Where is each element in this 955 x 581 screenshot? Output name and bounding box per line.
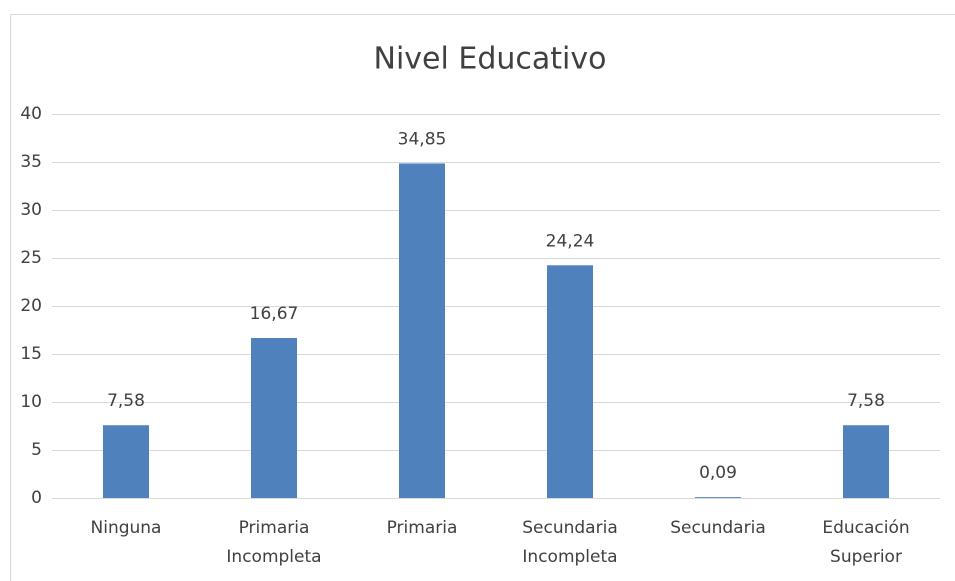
x-tick-label: Ninguna <box>91 518 162 538</box>
x-tick-label: Secundaria <box>522 518 617 538</box>
y-tick-label: 40 <box>20 104 42 124</box>
x-tick-label: Secundaria <box>670 518 765 538</box>
data-label: 24,24 <box>546 231 595 251</box>
y-tick-label: 5 <box>31 440 42 460</box>
x-tick-label: Primaria <box>239 518 310 538</box>
chart-border <box>10 14 955 581</box>
bar <box>547 265 593 498</box>
y-tick-label: 15 <box>20 344 42 364</box>
y-tick-label: 30 <box>20 200 42 220</box>
y-tick-label: 20 <box>20 296 42 316</box>
y-tick-label: 25 <box>20 248 42 268</box>
x-tick-label: Incompleta <box>226 547 321 567</box>
x-tick-label: Primaria <box>387 518 458 538</box>
bar <box>843 425 889 498</box>
chart-title: Nivel Educativo <box>374 42 607 77</box>
bar <box>695 497 741 498</box>
bar <box>251 337 297 498</box>
y-tick-label: 0 <box>31 488 42 508</box>
data-label: 7,58 <box>847 391 885 411</box>
bar <box>399 163 445 498</box>
x-tick-label: Educación <box>822 518 909 538</box>
data-label: 7,58 <box>107 391 145 411</box>
x-tick-label: Superior <box>830 547 902 567</box>
data-label: 34,85 <box>398 129 447 149</box>
data-label: 0,09 <box>699 463 737 483</box>
data-label: 16,67 <box>250 304 299 324</box>
y-tick-label: 10 <box>20 392 42 412</box>
x-tick-label: Incompleta <box>522 547 617 567</box>
bar <box>103 425 149 498</box>
y-tick-label: 35 <box>20 152 42 172</box>
